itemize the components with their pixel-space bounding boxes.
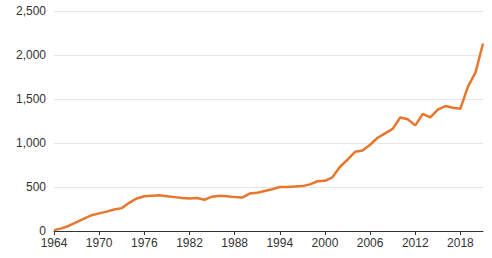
svg-text:2000: 2000 [312,236,339,250]
svg-text:2,500: 2,500 [16,4,46,18]
svg-text:1964: 1964 [41,236,68,250]
svg-text:1976: 1976 [131,236,158,250]
svg-text:2018: 2018 [447,236,474,250]
svg-text:1982: 1982 [176,236,203,250]
svg-text:1994: 1994 [266,236,293,250]
svg-text:1,500: 1,500 [16,92,46,106]
svg-text:1,000: 1,000 [16,136,46,150]
svg-text:2,000: 2,000 [16,48,46,62]
svg-text:1970: 1970 [86,236,113,250]
svg-text:2006: 2006 [357,236,384,250]
svg-text:500: 500 [26,180,46,194]
svg-text:0: 0 [39,224,46,238]
svg-text:1988: 1988 [221,236,248,250]
svg-text:2012: 2012 [402,236,429,250]
